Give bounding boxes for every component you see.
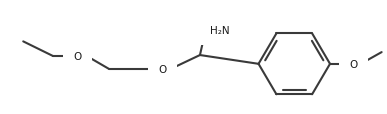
Text: O: O [74,52,82,61]
Text: H₂N: H₂N [210,25,229,35]
Text: O: O [158,64,166,74]
Text: O: O [350,59,358,69]
